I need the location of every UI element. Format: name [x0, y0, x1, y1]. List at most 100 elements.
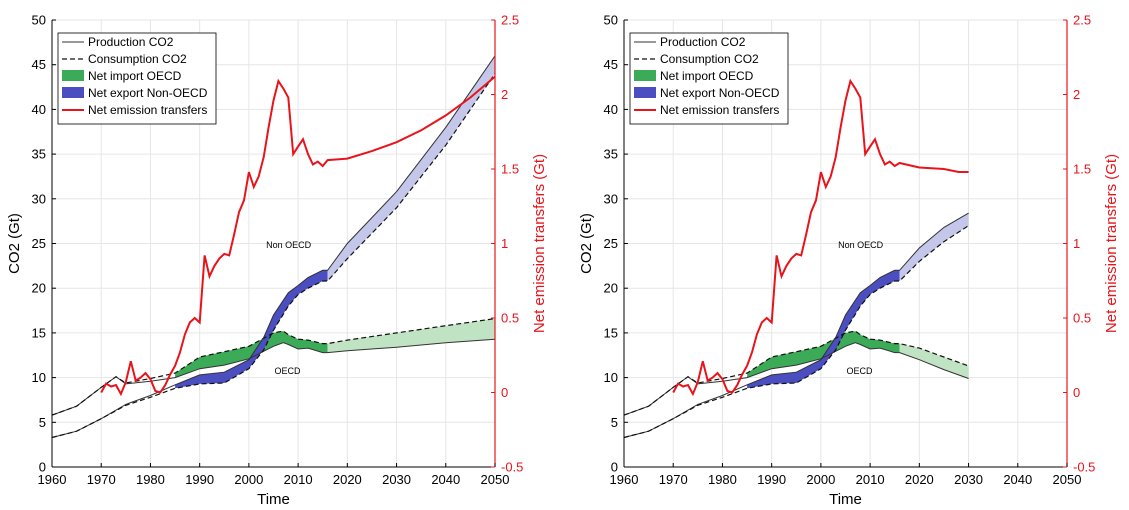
y2-tick-label: 2 — [1073, 87, 1080, 102]
annotation-non-oecd: Non OECD — [266, 240, 312, 250]
y2-axis-label: Net emission transfers (Gt) — [531, 154, 548, 333]
annotation-oecd: OECD — [274, 366, 301, 376]
x-axis-label: Time — [829, 491, 862, 508]
y2-tick-label: 0.5 — [501, 311, 519, 326]
co2-lines — [51, 55, 496, 439]
y-tick-label: 50 — [32, 13, 46, 28]
y-tick-label: 0 — [39, 460, 46, 475]
y2-tick-label: 2.5 — [501, 13, 519, 28]
y-tick-label: 25 — [32, 236, 46, 251]
legend-label: Production CO2 — [88, 35, 174, 49]
y-tick-label: 35 — [32, 147, 46, 162]
x-tick-label: 1990 — [757, 472, 786, 487]
y-tick-label: 45 — [32, 57, 46, 72]
y-tick-label: 40 — [32, 102, 46, 117]
y2-tick-label: 0 — [1073, 385, 1080, 400]
net-import-oecd-projection-band — [899, 343, 969, 379]
legend-box — [57, 32, 217, 125]
net-export-nonoecd-band — [747, 270, 900, 389]
y-tick-label: 5 — [611, 415, 618, 430]
y-axis-label: CO2 (Gt) — [578, 213, 595, 274]
x-tick-label: 2010 — [284, 472, 313, 487]
y-tick-label: 5 — [39, 415, 46, 430]
y2-tick-label: 1 — [501, 236, 508, 251]
y2-tick-label: -0.5 — [501, 460, 523, 475]
y-tick-label: 15 — [32, 325, 46, 340]
net-export-nonoecd-band — [175, 270, 328, 389]
legend: Production CO2 Consumption CO2 Net import … — [57, 32, 217, 125]
legend-label: Net export Non-OECD — [660, 86, 780, 100]
y-tick-label: 15 — [604, 325, 618, 340]
right-chart: 1960 1970 1980 1990 2000 2010 2020 2030 2040 2050… — [578, 13, 1120, 509]
legend-label: Net import OECD — [660, 69, 754, 83]
production-co2-line-oecd — [623, 342, 969, 416]
y2-tick-label: 1.5 — [501, 162, 519, 177]
x-tick-label: 2000 — [234, 472, 263, 487]
y-axis-label: CO2 (Gt) — [6, 213, 23, 274]
x-tick-label: 2020 — [905, 472, 934, 487]
legend-swatch-net-export-nonoecd — [634, 87, 656, 98]
y-tick-label: 20 — [32, 281, 46, 296]
legend-label: Net emission transfers — [88, 103, 207, 117]
y-tick-label: 25 — [604, 236, 618, 251]
net-emission-transfers-line — [100, 75, 496, 397]
y2-tick-label: 2 — [501, 87, 508, 102]
x-tick-label: 2040 — [1003, 472, 1032, 487]
x-tick-label: 2040 — [431, 472, 460, 487]
x-tick-label: 2020 — [333, 472, 362, 487]
y-tick-label: 20 — [604, 281, 618, 296]
legend-box — [629, 32, 789, 125]
net-import-oecd-band — [175, 331, 328, 378]
x-tick-label: 1970 — [659, 472, 688, 487]
legend-swatch-net-export-nonoecd — [62, 87, 84, 98]
left-chart: 1960 1970 1980 1990 2000 2010 2020 2030 2040 2050… — [6, 13, 548, 509]
consumption-co2-line-oecd — [51, 318, 496, 416]
y-tick-label: 40 — [604, 102, 618, 117]
bands — [747, 213, 969, 389]
legend-label: Net export Non-OECD — [88, 86, 208, 100]
legend-label: Consumption CO2 — [88, 52, 187, 66]
x-tick-label: 2000 — [806, 472, 835, 487]
legend-label: Consumption CO2 — [660, 52, 759, 66]
annotation-oecd: OECD — [846, 366, 873, 376]
net-import-oecd-band — [747, 331, 900, 378]
annotation-non-oecd: Non OECD — [838, 240, 884, 250]
x-tick-label: 1970 — [87, 472, 116, 487]
y2-tick-label: -0.5 — [1073, 460, 1095, 475]
production-co2-line-oecd — [51, 338, 496, 416]
net-emission-transfers-line — [672, 78, 969, 397]
axes: 1960 1970 1980 1990 2000 2010 2020 2030 2040 2050… — [604, 13, 1096, 488]
y-tick-label: 30 — [604, 191, 618, 206]
x-tick-label: 2050 — [1053, 472, 1082, 487]
x-tick-label: 1960 — [610, 472, 639, 487]
y2-tick-label: 2.5 — [1073, 13, 1091, 28]
x-tick-label: 2030 — [954, 472, 983, 487]
x-tick-label: 2050 — [481, 472, 510, 487]
y-tick-label: 0 — [611, 460, 618, 475]
y-tick-label: 35 — [604, 147, 618, 162]
net-export-nonoecd-projection-band — [899, 213, 969, 281]
y-tick-label: 50 — [604, 13, 618, 28]
consumption-co2-line-nonoecd — [51, 73, 496, 439]
y-tick-label: 30 — [32, 191, 46, 206]
y2-tick-label: 0 — [501, 385, 508, 400]
legend-label: Net emission transfers — [660, 103, 779, 117]
production-co2-line-nonoecd — [623, 212, 969, 438]
production-co2-line-nonoecd — [51, 55, 496, 438]
legend: Production CO2 Consumption CO2 Net import … — [629, 32, 789, 125]
x-tick-label: 1980 — [136, 472, 165, 487]
legend-label: Net import OECD — [88, 69, 182, 83]
y2-tick-label: 0.5 — [1073, 311, 1091, 326]
x-tick-label: 2010 — [856, 472, 885, 487]
legend-swatch-net-import-oecd — [634, 70, 656, 81]
legend-swatch-net-import-oecd — [62, 70, 84, 81]
co2-lines — [623, 212, 969, 439]
x-tick-label: 1990 — [185, 472, 214, 487]
bands — [175, 55, 495, 389]
x-tick-label: 1980 — [708, 472, 737, 487]
consumption-co2-line-nonoecd — [623, 225, 969, 439]
legend-label: Production CO2 — [660, 35, 746, 49]
net-export-nonoecd-projection-band — [327, 55, 495, 281]
y2-tick-label: 1.5 — [1073, 162, 1091, 177]
